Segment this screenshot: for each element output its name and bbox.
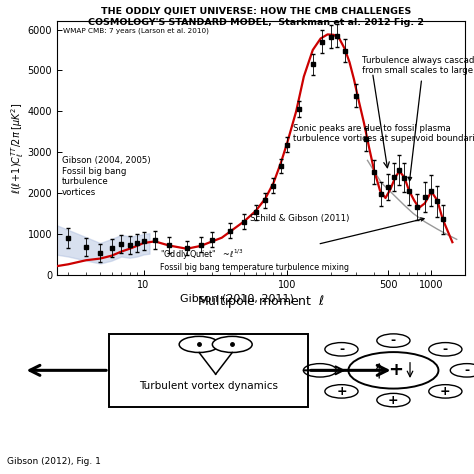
X-axis label: Multipole moment  $\ell$: Multipole moment $\ell$	[197, 292, 325, 310]
Text: -: -	[318, 364, 322, 377]
Text: -: -	[465, 364, 469, 377]
Text: Sonic peaks are due to fossil plasma
turbulence vortices at supervoid boundaries: Sonic peaks are due to fossil plasma tur…	[293, 124, 474, 143]
Circle shape	[212, 337, 252, 353]
Text: -: -	[443, 343, 448, 356]
Text: +: +	[440, 385, 451, 398]
FancyBboxPatch shape	[109, 334, 308, 407]
Text: WMAP CMB: 7 years (Larson et al. 2010): WMAP CMB: 7 years (Larson et al. 2010)	[63, 27, 209, 34]
Circle shape	[179, 337, 219, 353]
Text: Schild & Gibson (2011): Schild & Gibson (2011)	[250, 214, 349, 223]
Text: "Oddly Quiet"   ~$\ell^{1/3}$
Fossil big bang temperature turbulence mixing: "Oddly Quiet" ~$\ell^{1/3}$ Fossil big b…	[160, 218, 424, 272]
Text: Turbulent vortex dynamics: Turbulent vortex dynamics	[139, 381, 278, 391]
Text: COSMOLOGY'S STANDARD MODEL,  Starkman et al. 2012 Fig. 2: COSMOLOGY'S STANDARD MODEL, Starkman et …	[88, 18, 424, 27]
Text: Gibson (2004, 2005)
Fossil big bang
turbulence
vortices: Gibson (2004, 2005) Fossil big bang turb…	[62, 156, 150, 197]
Text: +: +	[388, 393, 399, 407]
Text: Gibson (2012), Fig. 1: Gibson (2012), Fig. 1	[7, 457, 101, 466]
Text: Gibson (2010, 2011): Gibson (2010, 2011)	[180, 293, 294, 303]
Text: -: -	[339, 343, 344, 356]
Y-axis label: $\ell(\ell\!+\!1)C_\ell^{TT}/2\pi\;[\mu K^2]$: $\ell(\ell\!+\!1)C_\ell^{TT}/2\pi\;[\mu …	[9, 102, 26, 194]
Text: +: +	[388, 361, 403, 379]
Text: Turbulence always cascades
from small scales to large: Turbulence always cascades from small sc…	[362, 56, 474, 181]
Text: +: +	[336, 385, 347, 398]
Text: -: -	[391, 334, 396, 347]
Text: THE ODDLY QUIET UNIVERSE: HOW THE CMB CHALLENGES: THE ODDLY QUIET UNIVERSE: HOW THE CMB CH…	[101, 7, 411, 16]
